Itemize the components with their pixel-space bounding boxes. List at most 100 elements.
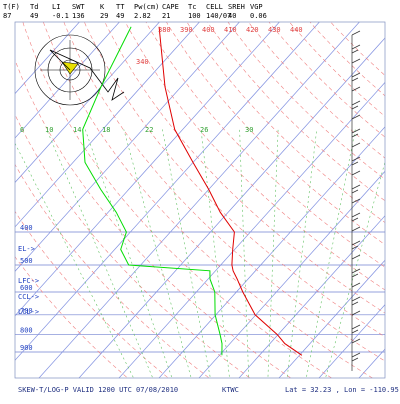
- header-value: 29: [100, 12, 108, 20]
- header-label: SWT: [72, 3, 85, 11]
- isotherm: [15, 22, 160, 183]
- isotherm: [198, 170, 385, 378]
- header-value: 21: [162, 12, 170, 20]
- header-value: 100: [188, 12, 201, 20]
- barb: [351, 212, 361, 218]
- header-value: 136: [72, 12, 85, 20]
- barb: [351, 240, 361, 246]
- header-value: 0.06: [250, 12, 267, 20]
- theta-label: 340: [136, 58, 149, 66]
- dry-adiabat: [125, 22, 385, 291]
- level-marker: CCL->: [18, 293, 39, 301]
- header-value: 140/07: [206, 12, 231, 20]
- theta-label: 440: [290, 26, 303, 34]
- barb: [351, 301, 359, 306]
- header-label: SREH: [228, 3, 245, 11]
- isotherm: [318, 304, 385, 378]
- isotherm: [15, 22, 120, 139]
- level-marker: LFC->: [18, 277, 39, 285]
- barb: [351, 44, 361, 50]
- barb: [351, 198, 361, 204]
- barb: [351, 324, 361, 330]
- barb: [351, 329, 359, 334]
- barb: [351, 310, 361, 316]
- mixing-label: 26: [200, 126, 208, 134]
- header-label: CELL: [206, 3, 223, 11]
- moist-adiabat: [200, 129, 230, 378]
- barb: [351, 352, 361, 358]
- moist-adiabat: [239, 129, 250, 378]
- dry-adiabat: [22, 22, 333, 378]
- hodograph-trace: [49, 49, 125, 101]
- header-value: 40: [228, 12, 236, 20]
- pressure-label: 500: [20, 257, 33, 265]
- barb: [351, 77, 359, 82]
- barb: [351, 142, 361, 148]
- barb: [351, 156, 361, 162]
- dry-adiabat: [15, 114, 251, 378]
- barb: [351, 114, 361, 120]
- theta-label: 390: [180, 26, 193, 34]
- grid: [15, 22, 385, 378]
- barb: [351, 296, 361, 302]
- header-value: 49: [30, 12, 38, 20]
- header-label: Td: [30, 3, 38, 11]
- dry-adiabat: [227, 22, 385, 180]
- header-value: 87: [3, 12, 11, 20]
- moist-adiabat: [325, 160, 385, 378]
- barb: [351, 282, 361, 288]
- barb: [351, 72, 361, 78]
- isotherm: [278, 259, 385, 378]
- header-label: TT: [116, 3, 125, 11]
- footer-location: Lat = 32.23 , Lon = -110.95: [285, 386, 399, 394]
- pressure-label: 400: [20, 224, 33, 232]
- decorations: [14, 21, 386, 379]
- header-label: Pw(cm): [134, 3, 159, 11]
- footer-title: SKEW-T/LOG-P VALID 1200 UTC 07/08/2010: [18, 386, 178, 394]
- pressure-label: 700: [20, 307, 33, 315]
- moist-adiabat: [123, 129, 192, 378]
- dry-adiabat: [166, 22, 385, 246]
- header-label: T(F): [3, 3, 20, 11]
- pressure-label: 600: [20, 284, 33, 292]
- storm-motion: [61, 61, 79, 75]
- level-marker: LCL->: [18, 308, 39, 316]
- barb: [351, 254, 361, 260]
- theta-label: 400: [202, 26, 215, 34]
- dry-adiabat: [43, 22, 373, 378]
- isotherm: [118, 81, 385, 378]
- header-label: VGP: [250, 3, 263, 11]
- isotherm: [15, 22, 80, 95]
- header-value: 49: [116, 12, 124, 20]
- isotherm: [38, 22, 360, 378]
- theta-label: 380: [158, 26, 171, 34]
- isotherm: [15, 22, 280, 317]
- barb: [351, 30, 361, 36]
- barb: [351, 338, 361, 344]
- barb: [351, 58, 361, 64]
- barb: [351, 184, 361, 190]
- mixing-label: 22: [145, 126, 153, 134]
- barb: [351, 273, 359, 278]
- hodograph-ring: [34, 34, 106, 106]
- barb: [351, 226, 361, 232]
- barb: [351, 217, 359, 222]
- theta-label: 430: [268, 26, 281, 34]
- isotherm: [15, 22, 240, 272]
- profile-line: [158, 26, 303, 356]
- theta-label: 420: [246, 26, 259, 34]
- barb: [351, 189, 359, 194]
- dry-adiabat: [15, 59, 292, 378]
- profiles: [82, 26, 303, 356]
- plot-frame: [14, 21, 386, 379]
- barb: [351, 100, 361, 106]
- mixing-label: 10: [45, 126, 53, 134]
- labels: 400500600700800900T(F)87Td49LI-0.1SWT136…: [3, 3, 399, 394]
- barb: [351, 161, 359, 166]
- barb: [351, 49, 359, 54]
- barb: [351, 357, 359, 362]
- barb: [351, 133, 359, 138]
- level-marker: EL->: [18, 245, 35, 253]
- dry-adiabat: [15, 256, 128, 378]
